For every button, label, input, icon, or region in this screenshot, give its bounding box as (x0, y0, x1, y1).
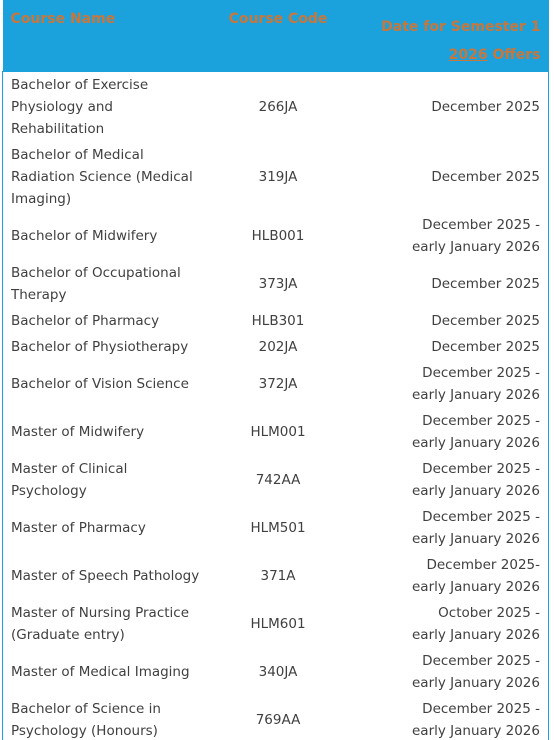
offer-date: December 2025 - early January 2026 (412, 365, 540, 403)
header-text: Offers (492, 47, 541, 63)
course-name: Bachelor of Exercise Physiology and Reha… (11, 77, 149, 137)
table-row: Master of Speech Pathology 371A December 2… (3, 552, 549, 600)
header-cell: Course Name (2, 0, 208, 72)
table-row: Master of Medical Imaging 340JA December 2… (3, 648, 549, 696)
offer-date: December 2025 (431, 313, 540, 329)
table-row: Bachelor of Science in Psychology (Honou… (3, 696, 549, 740)
course-name: Bachelor of Occupational Therapy (11, 265, 181, 303)
offer-date: December 2025 - early January 2026 (412, 653, 540, 691)
table-row: Bachelor of Vision Science 372JA December … (3, 360, 549, 408)
table-row: Bachelor of Pharmacy HLB301 December 2025 (3, 308, 549, 334)
table-row: Master of Clinical Psychology 742AA Decemb… (3, 456, 549, 504)
offer-date: December 2025 (431, 99, 540, 115)
table-body: Bachelor of Exercise Physiology and Reha… (2, 71, 549, 740)
course-code: HLM601 (250, 616, 306, 632)
course-code: 202JA (258, 339, 298, 355)
offer-date: October 2025 - early January 2026 (412, 605, 540, 643)
header-cell: Course Code (207, 0, 349, 72)
course-code: 372JA (258, 376, 298, 392)
course-code: 319JA (258, 169, 298, 185)
course-name: Master of Speech Pathology (11, 568, 200, 584)
course-name: Bachelor of Science in Psychology (Honou… (11, 701, 161, 739)
table-row: Bachelor of Medical Radiation Science (M… (3, 142, 549, 212)
course-name: Master of Midwifery (11, 424, 145, 440)
table-row: Bachelor of Midwifery HLB001 December 2025… (3, 212, 549, 260)
course-code: 266JA (258, 99, 298, 115)
header-cell: Date for Semester 1 2026 Offers (348, 0, 549, 72)
offer-date: December 2025 - early January 2026 (412, 701, 540, 739)
course-name: Bachelor of Medical Radiation Science (M… (11, 147, 193, 207)
header-text: Date for Semester 1 (381, 19, 541, 35)
course-code: 373JA (258, 276, 298, 292)
offer-date: December 2025 (431, 169, 540, 185)
offer-date: December 2025 (431, 339, 540, 355)
table-row: Master of Pharmacy HLM501 December 2025 - … (3, 504, 549, 552)
course-code: 742AA (255, 472, 301, 488)
course-code: HLM501 (250, 520, 306, 536)
course-name: Master of Nursing Practice (Graduate ent… (11, 605, 190, 643)
course-name: Bachelor of Midwifery (11, 228, 158, 244)
offer-date: December 2025 (431, 276, 540, 292)
table-row: Bachelor of Exercise Physiology and Reha… (3, 72, 549, 143)
offer-date: December 2025- early January 2026 (412, 557, 540, 595)
table-row: Master of Nursing Practice (Graduate ent… (3, 600, 549, 648)
course-code: HLM001 (250, 424, 306, 440)
course-name: Master of Medical Imaging (11, 664, 190, 680)
table-row: Bachelor of Physiotherapy 202JA December 2… (3, 334, 549, 360)
course-name: Master of Pharmacy (11, 520, 146, 536)
header-year: 2026 (448, 47, 488, 63)
offer-date: December 2025 - early January 2026 (412, 509, 540, 547)
course-code: HLB001 (251, 228, 305, 244)
offer-date: December 2025 - early January 2026 (412, 217, 540, 255)
course-code: HLB301 (251, 313, 305, 329)
course-name: Master of Clinical Psychology (11, 461, 128, 499)
offer-date: December 2025 - early January 2026 (412, 413, 540, 451)
course-code: 769AA (255, 712, 301, 728)
offer-date: December 2025 - early January 2026 (412, 461, 540, 499)
header-row: Course Name Course Code Date for Semeste… (2, 0, 549, 72)
course-name: Bachelor of Vision Science (11, 376, 189, 392)
course-code: 371A (260, 568, 296, 584)
course-name: Bachelor of Physiotherapy (11, 339, 189, 355)
table-row: Master of Midwifery HLM001 December 2025 -… (3, 408, 549, 456)
table-row: Bachelor of Occupational Therapy 373JA Dec… (3, 260, 549, 308)
course-name: Bachelor of Pharmacy (11, 313, 160, 329)
table-header: Course Name Course Code Date for Semeste… (2, 0, 549, 72)
course-code: 340JA (258, 664, 298, 680)
